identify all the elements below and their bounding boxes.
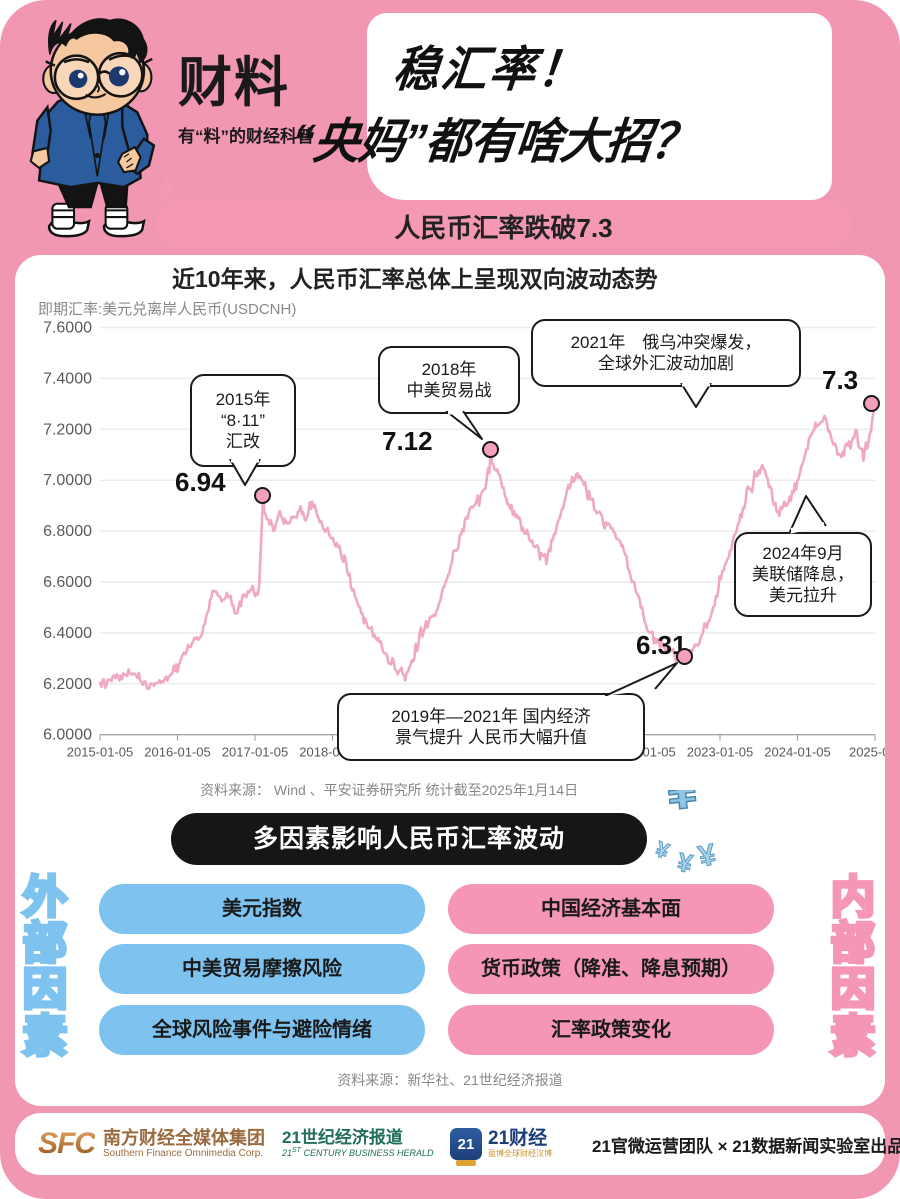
svg-text:¥: ¥	[696, 838, 719, 874]
svg-text:7.0000: 7.0000	[43, 472, 92, 489]
svg-text:6.6000: 6.6000	[43, 574, 92, 591]
svg-text:¥: ¥	[652, 836, 673, 864]
svg-text:2017-01-05: 2017-01-05	[222, 745, 289, 760]
svg-text:6.4000: 6.4000	[43, 625, 92, 642]
svg-text:2015-01-05: 2015-01-05	[67, 745, 134, 760]
svg-text:7.6000: 7.6000	[43, 320, 92, 337]
svg-text:2016-01-05: 2016-01-05	[144, 745, 211, 760]
svg-text:6.2000: 6.2000	[43, 676, 92, 693]
svg-text:7.2000: 7.2000	[43, 421, 92, 438]
svg-text:2024-01-05: 2024-01-05	[764, 745, 831, 760]
svg-text:7.4000: 7.4000	[43, 370, 92, 387]
svg-text:2023-01-05: 2023-01-05	[687, 745, 754, 760]
svg-text:6.0000: 6.0000	[43, 727, 92, 744]
svg-text:2025-01-: 2025-01-	[849, 745, 885, 760]
svg-text:¥: ¥	[663, 790, 701, 822]
svg-text:6.8000: 6.8000	[43, 523, 92, 540]
svg-text:¥: ¥	[675, 847, 696, 875]
